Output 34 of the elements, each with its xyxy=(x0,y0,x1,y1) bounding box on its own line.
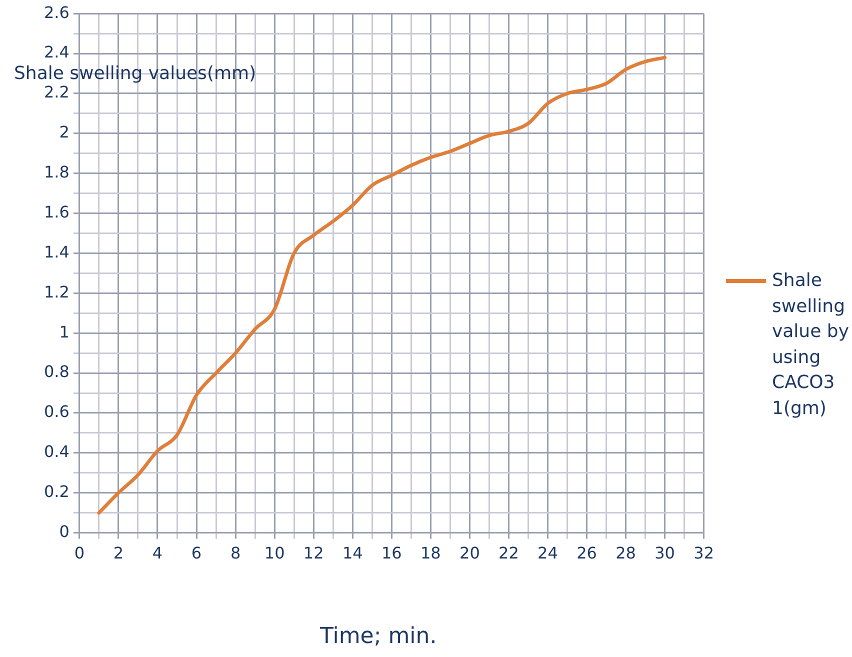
x-tick-label: 16 xyxy=(381,544,402,563)
x-tick-label: 32 xyxy=(694,544,714,563)
x-tick-label: 14 xyxy=(342,544,363,563)
x-tick-label: 26 xyxy=(576,544,597,563)
x-tick-label: 6 xyxy=(191,544,202,563)
x-tick-label: 4 xyxy=(152,544,163,563)
y-tick-label: 2 xyxy=(59,122,70,142)
legend-label: Shale swelling value by using CACO3 1(gm) xyxy=(772,269,850,420)
y-tick-label: 0.2 xyxy=(44,482,70,502)
x-tick-label: 28 xyxy=(616,544,636,563)
y-tick-label: 2.2 xyxy=(44,82,70,102)
y-tick-label: 2.4 xyxy=(44,42,70,62)
x-axis-title: Time; min. xyxy=(319,624,438,649)
x-tick-label: 20 xyxy=(460,544,480,563)
y-tick-label: 1.6 xyxy=(44,202,70,222)
y-tick-label: 2.6 xyxy=(44,2,70,22)
y-tick-label: 0.4 xyxy=(44,442,70,462)
y-tick-label: 1.4 xyxy=(44,242,70,262)
y-tick-label: 1.8 xyxy=(44,162,70,182)
y-tick-label: 1 xyxy=(59,322,70,342)
y-tick-label: 0.8 xyxy=(44,362,70,382)
x-tick-label: 12 xyxy=(303,544,324,563)
x-tick-label: 0 xyxy=(74,544,85,563)
x-tick-label: 30 xyxy=(654,544,675,563)
y-tick-label: 0.6 xyxy=(44,402,70,422)
x-tick-label: 18 xyxy=(420,544,441,563)
x-tick-label: 22 xyxy=(498,544,519,563)
y-tick-label: 0 xyxy=(59,522,70,541)
x-tick-label: 8 xyxy=(230,544,241,563)
x-tick-label: 10 xyxy=(264,544,285,563)
x-tick-label: 2 xyxy=(113,544,124,563)
y-axis-title: Shale swelling values(mm) xyxy=(14,63,256,84)
y-tick-label: 1.2 xyxy=(44,282,70,302)
x-tick-label: 24 xyxy=(538,544,558,563)
